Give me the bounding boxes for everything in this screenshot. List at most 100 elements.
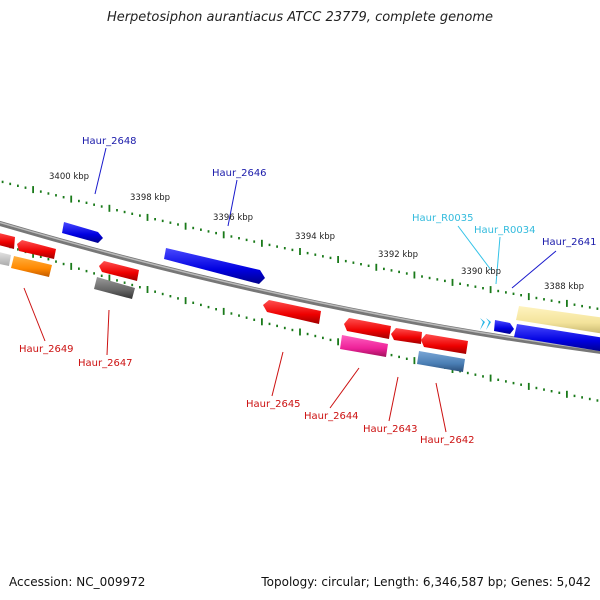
- label-haur-2642[interactable]: Haur_2642: [420, 435, 475, 446]
- gene-yellow[interactable]: [516, 306, 600, 334]
- gene-haur-2643[interactable]: [391, 328, 422, 344]
- outer-scale-tick: [283, 247, 286, 250]
- inner-scale-tick: [497, 378, 500, 381]
- gene-haur-2642-red[interactable]: [421, 334, 468, 354]
- inner-scale-tick: [146, 286, 149, 293]
- outer-scale-tick: [39, 190, 42, 193]
- inner-scale-tick: [535, 386, 538, 390]
- gene-haur-2645[interactable]: [263, 300, 321, 324]
- label-haur-2647[interactable]: Haur_2647: [78, 358, 133, 369]
- inner-scale-tick: [405, 357, 408, 360]
- outer-scale-tick: [154, 218, 156, 221]
- gene-haur-2647-red[interactable]: [99, 261, 139, 281]
- outer-scale-tick: [93, 203, 95, 206]
- outer-scale-tick: [489, 286, 492, 294]
- outer-scale-tick: [352, 261, 355, 264]
- inner-scale-tick: [505, 380, 507, 383]
- gene-haur-2642[interactable]: [417, 351, 465, 372]
- outer-scale-tick: [70, 195, 73, 203]
- label-haur-2649[interactable]: Haur_2649: [19, 344, 74, 355]
- scale-label-3398: 3398 kbp: [130, 193, 170, 203]
- outer-scale-tick: [543, 298, 545, 301]
- label-haur-2643[interactable]: Haur_2643: [363, 424, 418, 435]
- inner-scale-tick: [566, 390, 568, 398]
- outer-scale-tick: [55, 194, 57, 197]
- inner-scale-tick: [215, 308, 217, 311]
- gene-left-orange[interactable]: [11, 256, 52, 277]
- label-haur-2641[interactable]: Haur_2641: [542, 237, 597, 248]
- outer-scale-tick: [192, 226, 195, 230]
- outer-scale-tick: [329, 256, 332, 260]
- outer-scale-tick: [78, 199, 80, 203]
- outer-scale-tick: [169, 221, 172, 224]
- scale-label-3392: 3392 kbp: [378, 250, 418, 260]
- outer-scale-tick: [9, 182, 12, 186]
- gene-haur-2646[interactable]: [164, 248, 265, 284]
- gene-haur-r0034[interactable]: [486, 318, 491, 330]
- outer-scale-tick: [32, 186, 34, 194]
- gene-haur-2648[interactable]: [62, 222, 103, 243]
- gene-left-red-2[interactable]: [17, 240, 56, 259]
- outer-scale-tick: [100, 205, 103, 208]
- inner-scale-tick: [184, 297, 187, 305]
- gene-haur-2643-red[interactable]: [344, 318, 391, 339]
- outer-scale-tick: [322, 255, 324, 258]
- gene-haur-2641-small[interactable]: [494, 320, 514, 334]
- outer-scale-tick: [360, 263, 362, 266]
- inner-scale-tick: [573, 394, 576, 398]
- label-haur-r0034[interactable]: Haur_R0034: [474, 225, 536, 236]
- gene-haur-2641[interactable]: [514, 324, 600, 352]
- inner-scale-tick: [390, 353, 393, 357]
- gene-haur-2644[interactable]: [340, 335, 388, 357]
- inner-scale-tick: [123, 281, 126, 284]
- inner-scale-tick: [329, 338, 332, 342]
- scale-label-3394: 3394 kbp: [295, 232, 335, 242]
- inner-scale-tick: [253, 318, 256, 321]
- genome-backbone: [0, 220, 600, 354]
- inner-scale-tick: [322, 336, 324, 340]
- outer-scale-tick: [245, 238, 248, 242]
- inner-scale-tick: [116, 279, 118, 282]
- scale-label-3388: 3388 kbp: [544, 282, 584, 292]
- genome-summary-text: Topology: circular; Length: 6,346,587 bp…: [261, 575, 591, 589]
- label-haur-2645[interactable]: Haur_2645: [246, 399, 301, 410]
- outer-scale-tick: [161, 219, 164, 223]
- label-haur-2644[interactable]: Haur_2644: [304, 411, 359, 422]
- outer-scale-tick: [497, 289, 500, 293]
- inner-scale-tick: [474, 373, 477, 376]
- gene-left-red-1[interactable]: [0, 232, 15, 249]
- label-haur-2646[interactable]: Haur_2646: [212, 168, 267, 179]
- outer-scale-tick: [520, 294, 522, 297]
- outer-scale-tick: [482, 287, 484, 290]
- inner-scale-tick: [131, 283, 134, 287]
- outer-scale-tick: [375, 263, 378, 271]
- inner-scale-tick: [245, 316, 248, 319]
- outer-scale-tick: [390, 269, 393, 272]
- inner-scale-tick: [230, 312, 233, 315]
- label-haur-2648[interactable]: Haur_2648: [82, 136, 137, 147]
- outer-scale-ticks: [1, 180, 599, 310]
- outer-scale-tick: [505, 291, 507, 294]
- gene-left-gray[interactable]: [0, 251, 11, 266]
- scale-label-3396: 3396 kbp: [213, 213, 253, 223]
- outer-scale-tick: [428, 276, 431, 280]
- inner-scale-tick: [85, 269, 88, 273]
- outer-scale-tick: [413, 271, 416, 279]
- inner-scale-tick: [100, 274, 103, 277]
- outer-scale-tick: [291, 248, 294, 252]
- outer-scale-tick: [146, 213, 149, 221]
- inner-scale-tick: [512, 381, 515, 385]
- gene-haur-r0035[interactable]: [480, 318, 485, 330]
- label-haur-r0035[interactable]: Haur_R0035: [412, 213, 474, 224]
- outer-scale-tick: [177, 223, 179, 226]
- inner-scale-tick: [558, 391, 561, 394]
- inner-scale-tick: [588, 397, 591, 401]
- outer-scale-tick: [398, 270, 400, 274]
- inner-scale-tick: [177, 297, 179, 300]
- gene-haur-2647[interactable]: [94, 277, 135, 299]
- inner-scale-tick: [55, 260, 57, 263]
- inner-scale-tick: [520, 383, 522, 386]
- outer-scale-tick: [276, 245, 278, 248]
- outer-scale-tick: [581, 304, 583, 308]
- inner-scale-tick: [299, 328, 301, 336]
